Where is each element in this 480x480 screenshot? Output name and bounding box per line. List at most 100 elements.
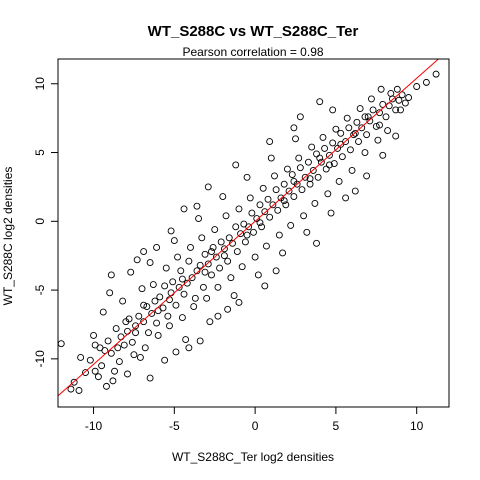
data-point bbox=[98, 362, 106, 370]
data-point bbox=[182, 336, 190, 344]
data-point bbox=[395, 96, 403, 104]
data-point bbox=[141, 344, 149, 352]
data-point bbox=[254, 271, 262, 279]
data-point bbox=[361, 149, 369, 156]
y-axis: -10 -5 0 5 10 bbox=[33, 77, 59, 368]
data-point bbox=[96, 344, 104, 352]
data-point bbox=[114, 344, 122, 352]
data-point bbox=[196, 261, 204, 269]
data-point bbox=[195, 215, 203, 223]
data-point bbox=[209, 243, 217, 251]
data-point bbox=[382, 113, 390, 121]
data-point bbox=[112, 325, 120, 333]
data-point bbox=[316, 98, 324, 106]
data-point bbox=[145, 329, 152, 337]
data-point bbox=[135, 312, 143, 320]
data-point bbox=[363, 172, 371, 180]
y-axis-label: WT_S288C log2 densities bbox=[1, 167, 15, 306]
data-point bbox=[225, 234, 233, 242]
data-point bbox=[166, 322, 173, 330]
data-point bbox=[275, 231, 283, 239]
data-point bbox=[232, 223, 240, 231]
data-point bbox=[342, 194, 350, 202]
data-point bbox=[241, 238, 249, 246]
data-points bbox=[57, 70, 440, 394]
data-point bbox=[283, 165, 291, 173]
data-point bbox=[345, 124, 353, 132]
y-tick-label: -5 bbox=[33, 284, 47, 295]
data-point bbox=[319, 133, 327, 141]
data-point bbox=[285, 187, 293, 195]
data-point bbox=[348, 166, 356, 174]
data-point bbox=[136, 354, 144, 361]
data-point bbox=[266, 138, 274, 145]
data-point bbox=[314, 173, 322, 181]
y-tick-label: 5 bbox=[33, 149, 47, 156]
data-point bbox=[405, 94, 413, 101]
data-point bbox=[204, 260, 212, 268]
data-point bbox=[369, 106, 377, 114]
data-point bbox=[161, 356, 169, 364]
data-point bbox=[282, 201, 290, 209]
data-point bbox=[264, 195, 272, 203]
data-point bbox=[237, 230, 245, 238]
data-point bbox=[153, 319, 161, 327]
data-point bbox=[140, 318, 148, 326]
data-point bbox=[201, 268, 209, 276]
data-point bbox=[261, 282, 269, 290]
data-point bbox=[298, 186, 306, 194]
data-point bbox=[217, 238, 225, 246]
data-point bbox=[120, 341, 128, 349]
data-point bbox=[316, 154, 324, 162]
data-point bbox=[374, 136, 382, 144]
data-point bbox=[337, 129, 345, 137]
data-point bbox=[422, 78, 430, 86]
data-point bbox=[151, 297, 159, 305]
data-point bbox=[327, 209, 335, 217]
data-point bbox=[167, 227, 175, 235]
data-point bbox=[208, 248, 215, 256]
data-point bbox=[292, 135, 299, 143]
data-point bbox=[238, 263, 246, 271]
data-point bbox=[287, 221, 295, 229]
data-point bbox=[201, 250, 209, 258]
data-point bbox=[356, 105, 364, 112]
data-point bbox=[296, 113, 304, 121]
data-point bbox=[190, 303, 198, 311]
data-point bbox=[308, 143, 316, 151]
data-point bbox=[338, 153, 346, 161]
x-tick-label: 5 bbox=[333, 419, 340, 433]
data-point bbox=[351, 187, 359, 195]
data-point bbox=[132, 329, 140, 337]
data-point bbox=[330, 160, 338, 167]
data-point bbox=[124, 370, 131, 378]
data-point bbox=[86, 356, 94, 364]
data-point bbox=[178, 275, 186, 283]
data-point bbox=[185, 257, 193, 265]
data-point bbox=[288, 171, 296, 178]
x-tick-label: -5 bbox=[169, 419, 180, 433]
data-point bbox=[309, 166, 317, 174]
data-point bbox=[413, 83, 421, 90]
data-point bbox=[187, 243, 194, 251]
data-point bbox=[224, 305, 232, 313]
data-point bbox=[267, 154, 275, 162]
data-point bbox=[379, 151, 387, 159]
data-point bbox=[104, 337, 112, 345]
y-tick-label: -10 bbox=[33, 350, 47, 368]
data-point bbox=[180, 205, 188, 213]
data-point bbox=[379, 100, 387, 108]
data-point bbox=[140, 301, 148, 309]
data-point bbox=[372, 122, 380, 130]
y-tick-label: 0 bbox=[33, 218, 47, 225]
data-point bbox=[220, 245, 228, 253]
x-axis-label: WT_S288C_Ter log2 densities bbox=[172, 450, 334, 464]
x-axis: -10 -5 0 5 10 bbox=[85, 406, 424, 433]
data-point bbox=[304, 158, 312, 166]
data-point bbox=[138, 285, 146, 293]
data-point bbox=[216, 264, 224, 272]
data-point bbox=[329, 106, 337, 114]
data-point bbox=[169, 278, 177, 286]
data-point bbox=[392, 132, 400, 140]
data-point bbox=[266, 213, 274, 221]
